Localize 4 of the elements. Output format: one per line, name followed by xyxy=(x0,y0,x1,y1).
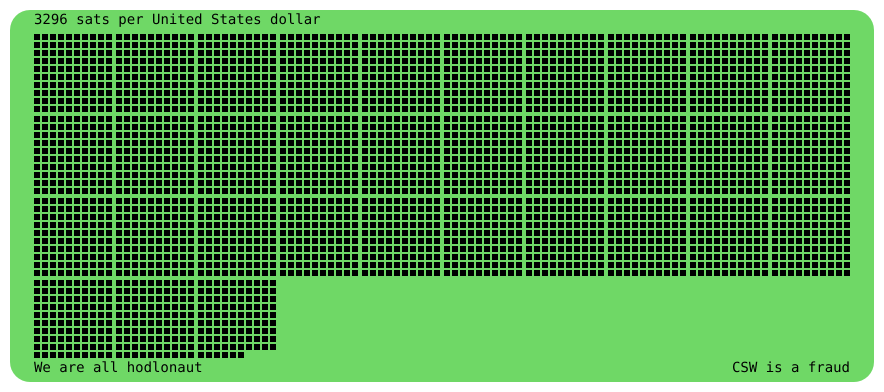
text: CSW is a fraud xyxy=(732,360,850,376)
text: We are all hodlonaut xyxy=(34,360,203,376)
value-label: 3296 xyxy=(34,12,68,28)
text: sats per United States dollar xyxy=(76,12,321,28)
